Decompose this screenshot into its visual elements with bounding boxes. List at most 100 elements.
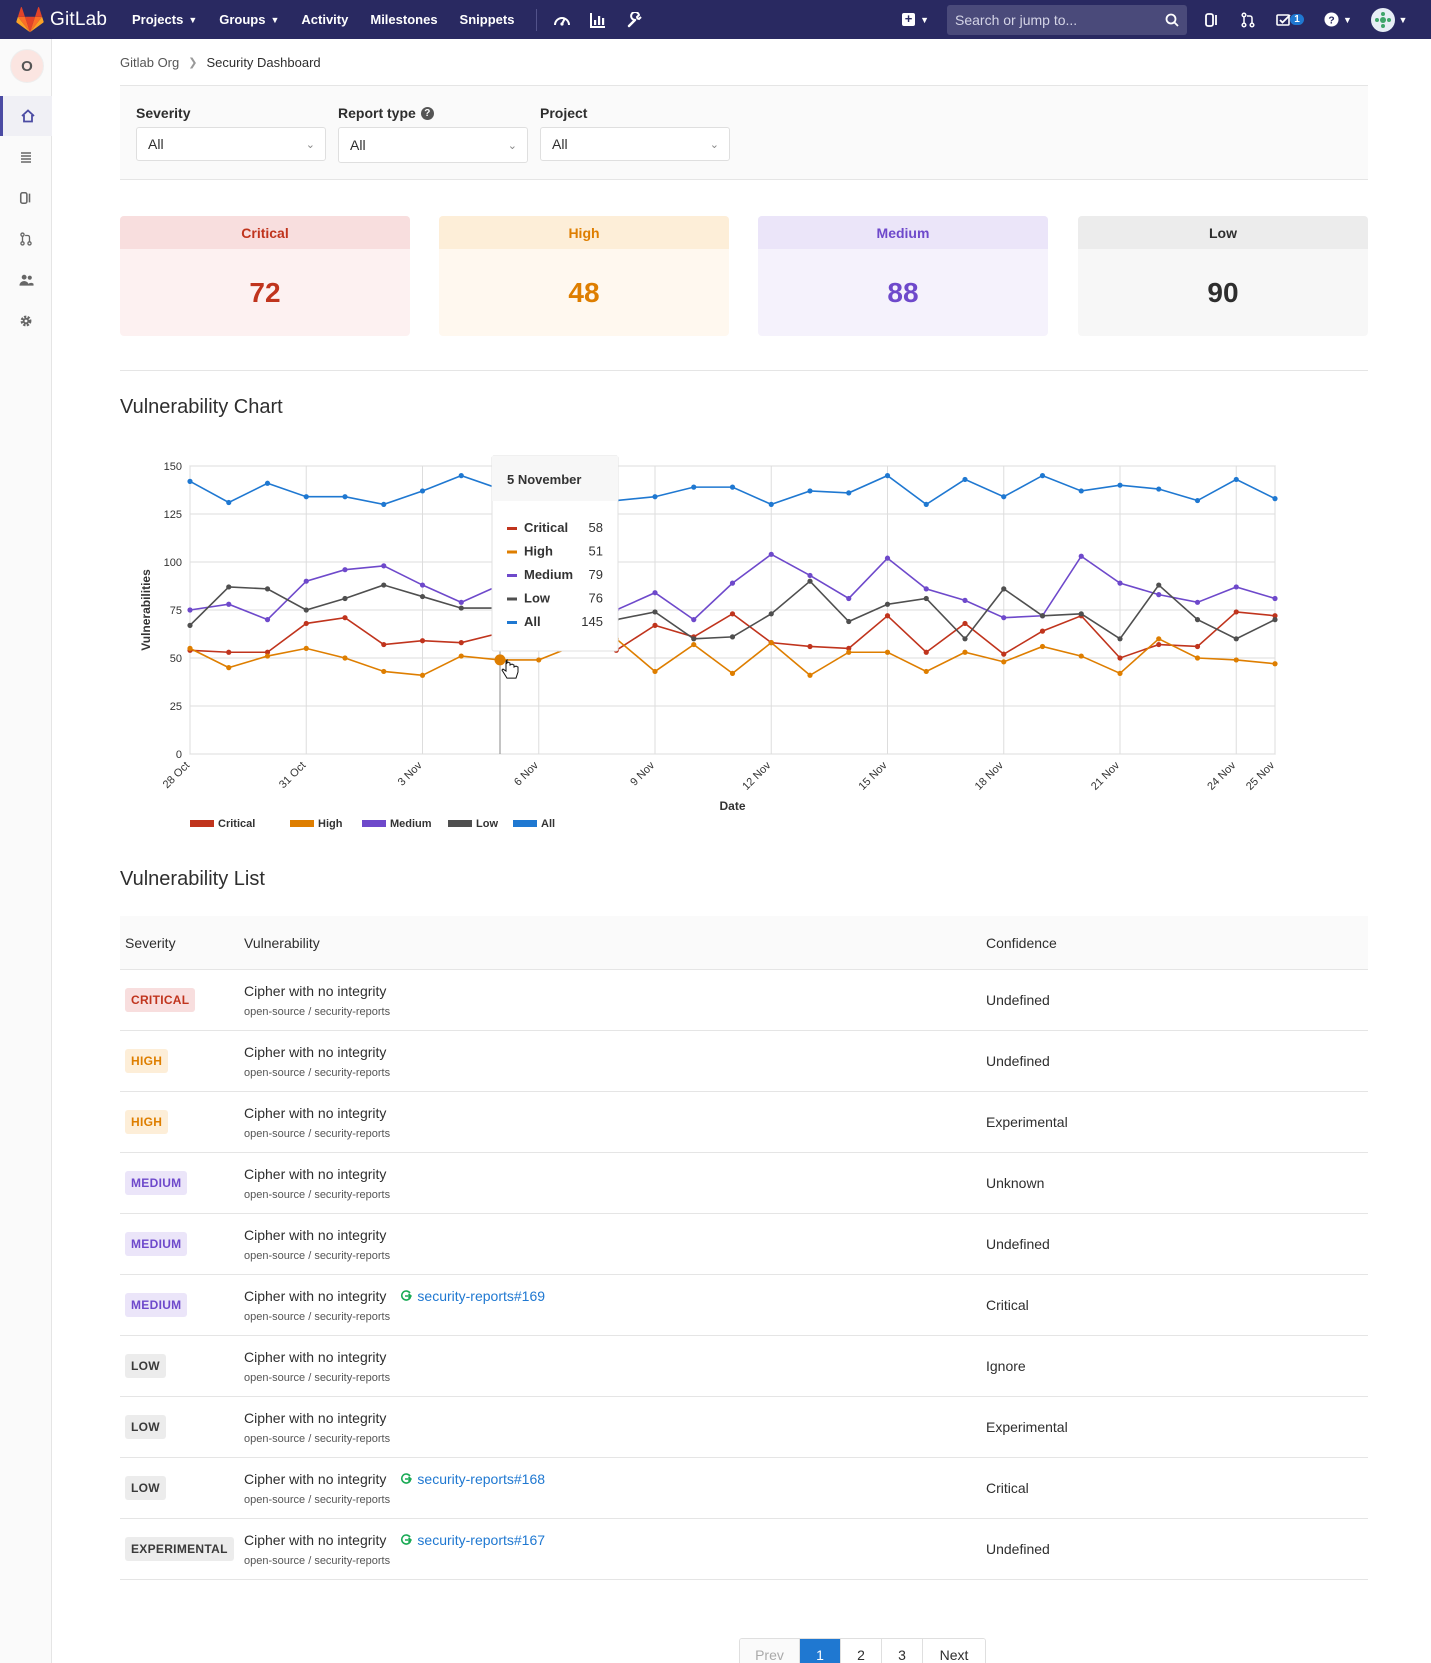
data-point-medium <box>1156 592 1162 598</box>
chevron-down-icon: ▼ <box>188 14 198 25</box>
header-confidence: Confidence <box>986 934 1057 951</box>
next-page-button[interactable]: Next <box>923 1639 985 1663</box>
page-1-button[interactable]: 1 <box>800 1639 841 1663</box>
sidebar-item-overview[interactable] <box>0 96 52 136</box>
page-3-button[interactable]: 3 <box>882 1639 923 1663</box>
tooltip-swatch <box>507 574 517 577</box>
data-point-critical <box>303 620 309 627</box>
header-severity: Severity <box>125 934 176 951</box>
linked-issue-link[interactable]: security-reports#168 <box>400 1471 545 1487</box>
table-row[interactable]: MEDIUM Cipher with no integrity open-sou… <box>120 1214 1368 1275</box>
vulnerability-title[interactable]: Cipher with no integrity <box>244 1348 387 1365</box>
vulnerability-title[interactable]: Cipher with no integrity <box>244 1287 387 1304</box>
group-avatar[interactable]: O <box>10 49 44 83</box>
help-icon[interactable]: ? <box>420 106 434 120</box>
vulnerability-title[interactable]: Cipher with no integrity <box>244 1226 387 1243</box>
vulnerability-title[interactable]: Cipher with no integrity <box>244 1104 387 1121</box>
data-point-medium <box>923 586 929 592</box>
data-point-critical <box>652 622 658 628</box>
table-row[interactable]: CRITICAL Cipher with no integrity open-s… <box>120 970 1368 1031</box>
vulnerability-title-line: Cipher with no integrity security-report… <box>244 1471 986 1487</box>
nav-activity-link[interactable]: Activity <box>301 12 349 27</box>
data-point-high <box>846 649 852 655</box>
chart-icon[interactable] <box>587 9 609 31</box>
sidebar-item-details[interactable] <box>0 137 52 177</box>
nav-milestones-link[interactable]: Milestones <box>370 12 438 27</box>
dashboard-gauge-icon[interactable] <box>551 9 573 31</box>
vulnerability-title[interactable]: Cipher with no integrity <box>244 1409 387 1426</box>
linked-issue-link[interactable]: security-reports#167 <box>400 1532 545 1548</box>
sidebar-item-members[interactable] <box>0 260 52 300</box>
confidence-cell: Undefined <box>986 1053 1050 1069</box>
table-row[interactable]: HIGH Cipher with no integrity open-sourc… <box>120 1092 1368 1153</box>
legend-swatch <box>513 820 537 827</box>
table-row[interactable]: LOW Cipher with no integrity open-source… <box>120 1336 1368 1397</box>
table-body: CRITICAL Cipher with no integrity open-s… <box>120 970 1368 1580</box>
issues-icon[interactable] <box>1201 9 1223 31</box>
chevron-down-icon: ⌄ <box>305 138 315 151</box>
prev-page-button[interactable]: Prev <box>740 1639 800 1663</box>
y-tick-label: 0 <box>176 749 182 761</box>
data-point-all <box>962 476 968 483</box>
data-point-low <box>1272 617 1278 623</box>
gitlab-home-link[interactable]: GitLab <box>16 6 114 33</box>
legend-label: Critical <box>218 818 255 830</box>
nav-projects-dropdown[interactable]: Projects ▼ <box>132 12 197 27</box>
severity-badge: LOW <box>125 1415 166 1439</box>
vulnerability-title[interactable]: Cipher with no integrity <box>244 1165 387 1182</box>
report-type-select[interactable]: All ⌄ <box>338 127 528 163</box>
severity-badge: LOW <box>125 1476 166 1500</box>
vulnerability-title-line: Cipher with no integrity <box>244 1410 986 1426</box>
vulnerability-title[interactable]: Cipher with no integrity <box>244 982 387 999</box>
data-point-low <box>419 593 426 600</box>
nav-snippets-link[interactable]: Snippets <box>459 12 515 27</box>
x-tick-label: 31 Oct <box>277 760 308 791</box>
data-point-medium <box>1001 615 1007 621</box>
data-point-high <box>1117 670 1123 676</box>
low-count-card: Low 90 <box>1078 216 1368 336</box>
data-point-high <box>1156 636 1162 642</box>
brand-name: GitLab <box>50 8 108 30</box>
tooltip-series-value: 79 <box>589 567 603 582</box>
nav-groups-dropdown[interactable]: Groups ▼ <box>219 12 279 27</box>
tooltip-series-value: 76 <box>589 591 603 606</box>
sidebar-item-merge-requests[interactable] <box>0 219 52 259</box>
table-row[interactable]: LOW Cipher with no integrity security-re… <box>120 1458 1368 1519</box>
wrench-icon[interactable] <box>623 9 645 31</box>
data-point-medium <box>691 617 697 623</box>
sidebar-item-settings[interactable] <box>0 301 52 341</box>
data-point-critical <box>1272 613 1278 619</box>
sidebar-item-issues[interactable] <box>0 178 52 218</box>
data-point-low <box>807 578 813 584</box>
linked-issue-link[interactable]: security-reports#169 <box>400 1288 545 1304</box>
user-menu-dropdown[interactable]: ▼ <box>1369 7 1409 32</box>
merge-requests-icon[interactable] <box>1237 9 1259 31</box>
search-box[interactable] <box>947 4 1187 35</box>
table-row[interactable]: LOW Cipher with no integrity open-source… <box>120 1397 1368 1458</box>
chevron-down-icon: ▼ <box>1343 14 1352 25</box>
vulnerability-title[interactable]: Cipher with no integrity <box>244 1470 387 1487</box>
breadcrumb-parent-link[interactable]: Gitlab Org <box>120 54 180 70</box>
vulnerability-title[interactable]: Cipher with no integrity <box>244 1043 387 1060</box>
data-point-low <box>1117 636 1123 642</box>
project-select-value: All <box>552 136 568 152</box>
vulnerability-chart[interactable]: 0 25 50 75 100 125 150 28 Oct 31 Oct 3 Nov 6 Nov 9 … <box>120 434 1368 874</box>
severity-select[interactable]: All ⌄ <box>136 127 326 161</box>
table-row[interactable]: HIGH Cipher with no integrity open-sourc… <box>120 1031 1368 1092</box>
data-point-all <box>1272 496 1278 502</box>
project-select[interactable]: All ⌄ <box>540 127 730 161</box>
table-row[interactable]: MEDIUM Cipher with no integrity security… <box>120 1275 1368 1336</box>
new-item-dropdown[interactable]: + ▼ <box>902 12 929 26</box>
vulnerability-title-line: Cipher with no integrity security-report… <box>244 1532 986 1548</box>
severity-cell: MEDIUM <box>120 1293 244 1317</box>
data-point-all <box>381 501 387 507</box>
table-row[interactable]: MEDIUM Cipher with no integrity open-sou… <box>120 1153 1368 1214</box>
page-2-button[interactable]: 2 <box>841 1639 882 1663</box>
todos-icon[interactable]: 1 <box>1273 9 1307 31</box>
table-row[interactable]: EXPERIMENTAL Cipher with no integrity se… <box>120 1519 1368 1580</box>
help-dropdown[interactable]: ? ▼ <box>1321 9 1355 31</box>
vulnerability-title[interactable]: Cipher with no integrity <box>244 1531 387 1548</box>
search-input[interactable] <box>955 11 1165 28</box>
data-point-critical <box>1039 628 1046 634</box>
confidence-cell: Unknown <box>986 1175 1045 1191</box>
